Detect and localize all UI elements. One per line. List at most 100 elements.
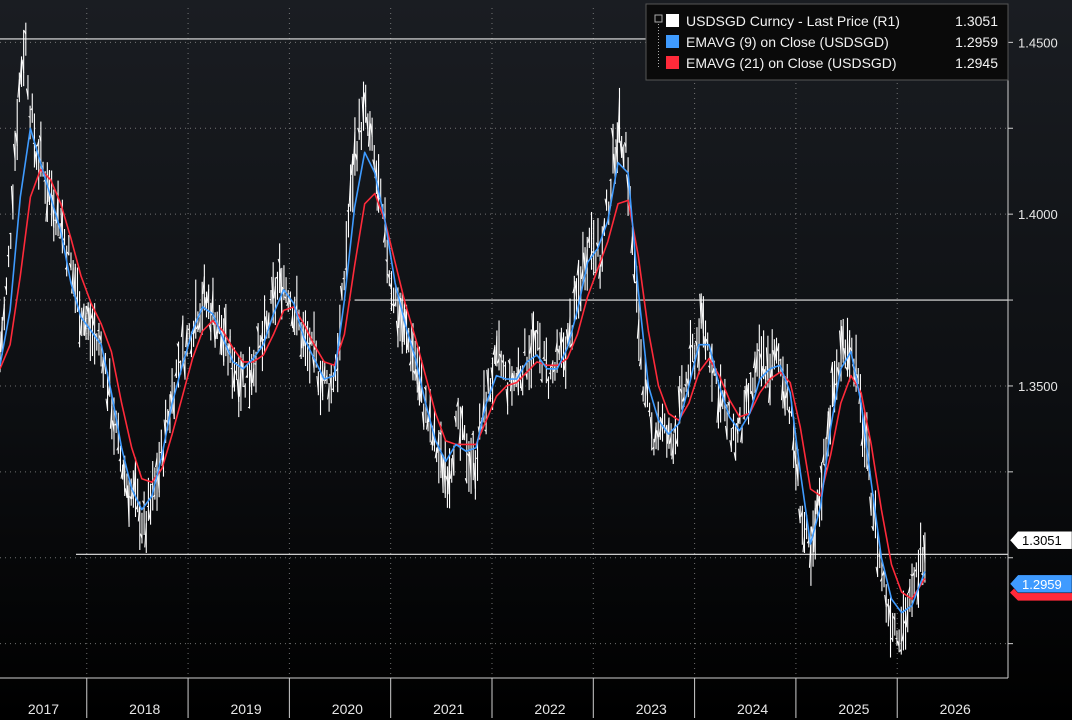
price-tick [275, 276, 278, 280]
price-tick [922, 535, 926, 563]
price-tick [434, 449, 438, 459]
price-tick [124, 488, 128, 498]
price-tick [907, 586, 911, 594]
price-tick [759, 353, 762, 361]
price-tick [101, 356, 104, 374]
price-tick [2, 304, 5, 321]
price-tick [286, 301, 289, 307]
price-tick [580, 268, 584, 280]
price-tick [210, 290, 214, 316]
price-tick [836, 367, 840, 376]
price-tick [615, 139, 618, 168]
price-tick [890, 637, 894, 641]
last-value-tags: 1.3051 1.2959 [1009, 530, 1072, 601]
price-tick [430, 439, 433, 445]
price-tick [821, 454, 825, 463]
price-tick [157, 472, 160, 493]
price-tick [793, 450, 797, 466]
price-tick [679, 388, 683, 394]
price-tick [651, 446, 655, 450]
price-tick [920, 573, 924, 576]
x-tick-label: 2022 [534, 701, 565, 717]
price-tick [845, 366, 848, 372]
price-tick [905, 608, 909, 628]
price-tick [327, 385, 330, 400]
price-tick [215, 326, 218, 340]
legend-label: EMAVG (9) on Close (USDSGD) [686, 34, 889, 50]
price-tick [888, 605, 892, 624]
price-tick [299, 354, 302, 357]
price-tick [122, 459, 126, 492]
price-tick [402, 303, 405, 343]
price-tick [886, 603, 889, 608]
legend-swatch [666, 14, 679, 27]
price-tick [839, 330, 842, 357]
price-tick [266, 314, 270, 331]
price-tick [361, 96, 365, 125]
price-tick [105, 398, 109, 411]
price-tick [750, 391, 754, 400]
price-tick [86, 305, 89, 315]
price-tick [355, 153, 358, 162]
x-tick-label: 2019 [230, 701, 261, 717]
ema-lines [0, 127, 926, 614]
price-tick [331, 388, 334, 391]
price-tick [185, 326, 188, 348]
price-tick [834, 382, 838, 386]
x-tick-label: 2024 [737, 701, 768, 717]
price-tick [423, 386, 427, 391]
price-tick [413, 370, 416, 375]
price-tick [675, 437, 679, 445]
price-tick [383, 231, 386, 243]
y-tick-label: 1.3500 [1018, 379, 1058, 394]
price-tick [742, 417, 745, 419]
price-tick [484, 429, 487, 432]
price-tick [202, 276, 205, 295]
price-tick [875, 566, 879, 576]
price-tick [654, 424, 657, 443]
price-tick [772, 349, 775, 358]
price-tick [494, 335, 498, 366]
price-tick [611, 128, 614, 140]
price-tick [71, 268, 74, 294]
x-tick-label: 2021 [433, 701, 464, 717]
price-tick [740, 428, 743, 443]
price-tick [460, 407, 463, 421]
price-tick [45, 200, 48, 222]
price-tick [182, 362, 186, 378]
legend-value: 1.2945 [955, 55, 998, 71]
price-tick [473, 462, 476, 489]
price-tick [404, 308, 408, 337]
price-tick [447, 453, 451, 495]
price-tick [808, 540, 812, 568]
price-tick [523, 351, 526, 354]
price-tick [320, 373, 324, 397]
price-tick [247, 406, 250, 409]
price-tick [733, 452, 737, 461]
price-tick [757, 349, 760, 352]
legend-value: 1.2959 [955, 34, 998, 50]
price-tick [572, 287, 575, 294]
price-tick [116, 446, 119, 451]
price-tick [426, 415, 429, 430]
price-tick [507, 359, 511, 365]
price-tick [802, 536, 805, 553]
price-tick [785, 389, 788, 399]
x-tick-label: 2025 [838, 701, 869, 717]
price-tick [843, 347, 846, 358]
price-tick [365, 116, 369, 130]
gridlines [0, 8, 1008, 678]
price-tick [66, 251, 70, 256]
price-tick [335, 368, 339, 372]
ema21-line [0, 168, 926, 600]
price-tick [454, 415, 457, 424]
price-tick [811, 526, 814, 542]
price-tick [499, 353, 502, 359]
price-tick [350, 155, 354, 176]
price-tick [312, 356, 315, 370]
price-tick [348, 177, 352, 207]
x-tick-label: 2023 [636, 701, 667, 717]
price-tick [899, 648, 902, 652]
price-tick [441, 455, 444, 493]
price-tick [352, 131, 356, 165]
